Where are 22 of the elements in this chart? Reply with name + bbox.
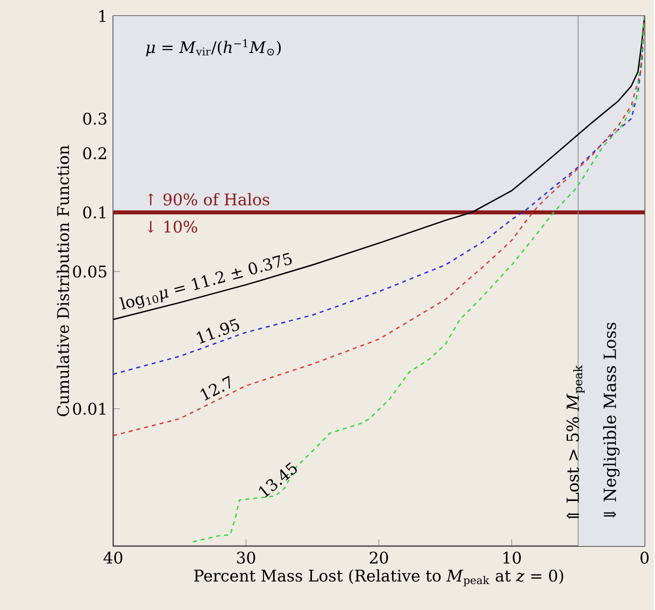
x-tick-label: 20 — [370, 552, 388, 564]
x-axis-title: Percent Mass Lost (Relative to M$_{peak}$ at z = 0) — [194, 569, 564, 586]
y-tick-label: 0.1 — [83, 206, 106, 218]
y-tick-label: 0.3 — [83, 112, 106, 125]
band-label: ⇓ Negligible Mass Loss — [603, 322, 620, 518]
text: 11.95 — [196, 318, 240, 344]
x-tick-label: 40 — [104, 552, 122, 564]
y-axis-title: Cumulative Distribution Function — [56, 145, 70, 416]
text: 12.7 — [200, 376, 230, 401]
text: μ = M$_{vir}$/(h$^{−1}$M$_{⊙}$) — [146, 39, 281, 56]
ref-line-label: ⇑ Lost > 5% M$_{peak}$ — [566, 365, 585, 520]
ref-line-label: ↑ 90% of Halos — [147, 193, 270, 206]
y-tick-label: 0.2 — [83, 147, 106, 160]
line-series — [113, 16, 645, 320]
x-tick-label: 10 — [504, 552, 521, 564]
y-tick-label: 1 — [99, 10, 106, 22]
y-tick-label: 0.05 — [73, 265, 106, 278]
x-tick-label: 30 — [237, 552, 256, 564]
x-tick-label: 0 — [640, 552, 649, 564]
text: log$_{10}$μ = 11.2 ± 0.375 — [119, 252, 292, 310]
y-tick-label: 0.01 — [73, 402, 106, 415]
annotation: ↓ 10% — [147, 220, 198, 233]
